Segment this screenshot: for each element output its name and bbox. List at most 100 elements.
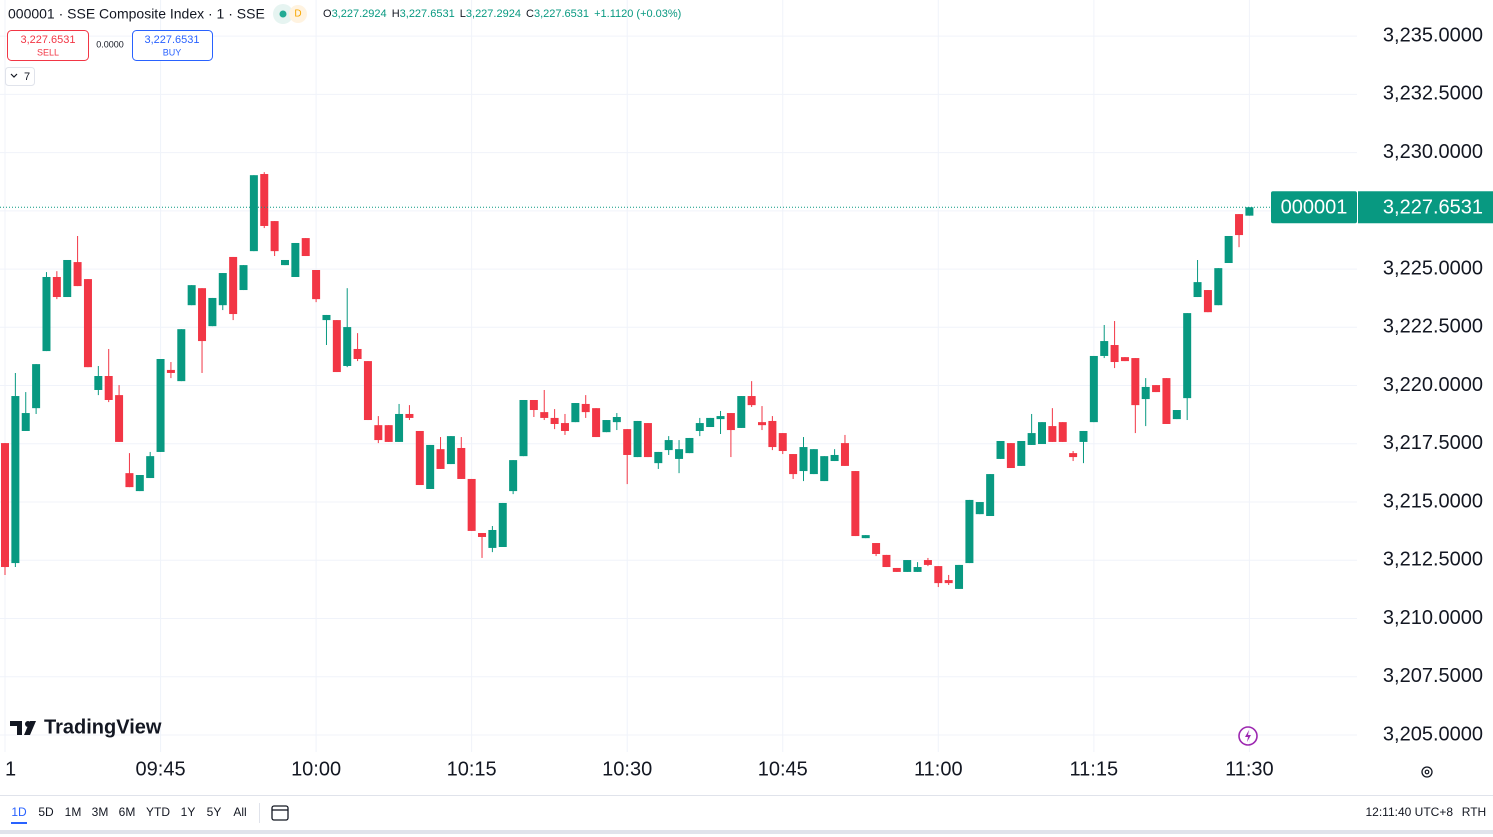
candle-body	[332, 320, 341, 373]
ohlc-value: 3,227.2924	[466, 8, 521, 20]
candle-body	[758, 422, 767, 426]
buy-label[interactable]: BUY	[163, 47, 182, 57]
logo-dot	[25, 721, 31, 727]
candle-body	[716, 416, 725, 420]
candle-body	[457, 447, 466, 479]
period-button[interactable]: 5Y	[207, 805, 222, 819]
ohlc-value: 3,227.6531	[400, 8, 455, 20]
candle-body	[633, 420, 642, 458]
chevron[interactable]	[10, 73, 18, 78]
candle-body	[1131, 358, 1140, 406]
candle-body	[146, 456, 155, 479]
buy-box[interactable]	[132, 30, 213, 61]
candle-body	[623, 429, 632, 455]
candle-body	[1079, 430, 1088, 442]
candle-body	[177, 329, 186, 382]
watermark: TradingView	[10, 716, 162, 738]
candle-body	[592, 408, 601, 438]
candle-body	[498, 502, 507, 547]
buy-price[interactable]: 3,227.6531	[144, 34, 199, 46]
candle-body	[612, 417, 621, 423]
sell-label[interactable]: SELL	[37, 47, 59, 57]
candle-body	[529, 399, 538, 411]
bottom-toolbar: 1D 5D 1M 3M 6M YTD 1Y 5Y All	[11, 805, 247, 824]
candle-body	[768, 420, 777, 448]
candle-body	[73, 262, 82, 287]
toggle-box[interactable]	[5, 67, 35, 86]
period-button[interactable]: 3M	[92, 805, 109, 819]
x-tick-label: 11:00	[914, 758, 963, 780]
y-tick-label: 3,205.0000	[1383, 723, 1483, 745]
candle-body	[374, 425, 383, 441]
indicator-count[interactable]: 7	[24, 71, 30, 83]
candle-body	[395, 413, 404, 442]
candle-body	[446, 436, 455, 465]
candle-body	[488, 529, 497, 548]
candle-body	[1235, 214, 1244, 236]
period-button[interactable]: All	[233, 805, 246, 819]
session[interactable]: RTH	[1462, 805, 1486, 819]
period-button[interactable]: 1M	[65, 805, 82, 819]
candle-body	[872, 543, 881, 554]
candle-body	[996, 440, 1005, 459]
settings-icon[interactable]	[1421, 766, 1433, 778]
y-tick-label: 3,212.5000	[1383, 549, 1483, 571]
gear[interactable]	[1421, 766, 1433, 778]
candle-body	[799, 447, 808, 472]
candle-body	[903, 560, 912, 572]
candle-body	[280, 259, 289, 266]
candle-body	[1, 443, 9, 568]
y-tick-label: 3,217.5000	[1383, 432, 1483, 454]
candle-body	[1172, 410, 1181, 420]
candle-body	[571, 403, 580, 423]
candle-body	[975, 502, 984, 515]
candle-body	[913, 567, 922, 572]
candle-body	[1038, 422, 1046, 445]
candle-body	[1203, 290, 1212, 313]
axes: 3,205.0000 3,207.5000 3,210.0000 3,212.5000…	[5, 24, 1493, 780]
x-tick-label: 10:15	[447, 758, 497, 780]
candle-body	[42, 276, 51, 352]
x-tick-label: 11:15	[1070, 758, 1119, 780]
change: +1.1120 (+0.03%)	[594, 8, 681, 20]
candle-body	[187, 285, 196, 306]
sell-box[interactable]	[7, 30, 89, 61]
candle-body	[654, 451, 663, 464]
icon-bolt[interactable]	[1245, 730, 1251, 742]
buy-button[interactable]: 3,227.6531 BUY	[132, 30, 213, 61]
candle-body	[353, 348, 362, 359]
price-tag: 3,227.6531	[1383, 197, 1483, 219]
candle-body	[32, 364, 41, 409]
indicators-toggle[interactable]: 7	[5, 67, 35, 86]
lightning-icon[interactable]	[1238, 726, 1258, 746]
period-button[interactable]: 6M	[119, 805, 136, 819]
x-tick-label: 10:00	[291, 758, 341, 780]
ohlc-key: H	[392, 8, 400, 20]
y-tick-label: 3,215.0000	[1383, 490, 1483, 512]
candle-body	[861, 535, 870, 539]
date-range-button[interactable]	[271, 805, 289, 821]
candle-body	[809, 449, 818, 475]
candle-body	[208, 297, 217, 327]
candle-body	[737, 396, 746, 428]
period-button[interactable]: 5D	[38, 805, 54, 819]
calendar-icon[interactable]	[271, 805, 289, 821]
period-button[interactable]: 1Y	[181, 805, 196, 819]
sell-button[interactable]: 3,227.6531 SELL	[7, 30, 89, 61]
x-tick-label: 10:30	[602, 758, 652, 780]
period-button[interactable]: YTD	[146, 805, 170, 819]
icon-ring[interactable]	[1238, 726, 1258, 746]
candle-body	[415, 430, 424, 486]
sell-price[interactable]: 3,227.6531	[20, 34, 75, 46]
candle-body	[1100, 341, 1109, 356]
candle-body	[840, 443, 849, 466]
candle-body	[312, 270, 321, 300]
candle-body	[104, 376, 113, 400]
period-button[interactable]: 1D	[11, 805, 27, 819]
gear-hub[interactable]	[1424, 769, 1430, 775]
candle-body	[260, 174, 269, 226]
market-status	[279, 10, 287, 18]
candle-body	[1224, 235, 1233, 264]
candle-body	[467, 478, 476, 531]
